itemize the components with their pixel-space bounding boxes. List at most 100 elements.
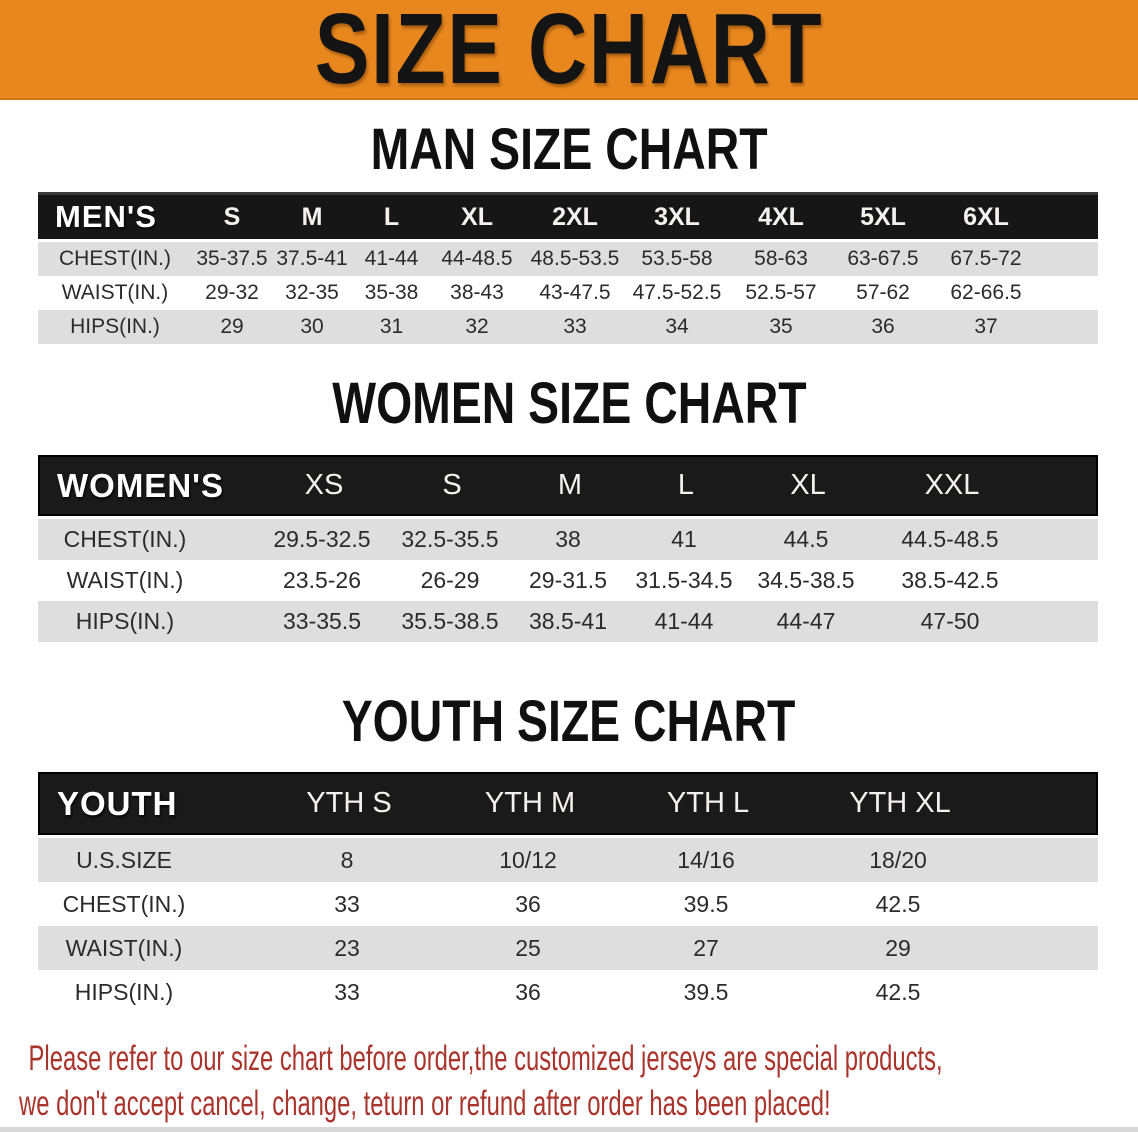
size-column-header: L bbox=[383, 202, 400, 231]
size-value: 31 bbox=[379, 315, 404, 338]
table-row: HIPS(IN.) 29 30 31 32 33 34 35 36 37 bbox=[38, 310, 1098, 344]
size-value: 8 bbox=[340, 846, 354, 873]
size-value: 31.5-34.5 bbox=[635, 567, 733, 593]
size-value: 44.5-48.5 bbox=[901, 526, 999, 552]
bottom-edge-line bbox=[0, 1127, 1138, 1132]
size-value: 67.5-72 bbox=[950, 247, 1022, 270]
size-value: 14/16 bbox=[677, 846, 735, 873]
size-value: 53.5-58 bbox=[641, 247, 713, 270]
size-value: 32-35 bbox=[285, 281, 339, 304]
size-column-header: 4XL bbox=[758, 202, 804, 231]
size-value: 43-47.5 bbox=[539, 281, 611, 304]
row-label: HIPS(IN.) bbox=[75, 608, 175, 634]
men-section-heading: MAN SIZE CHART bbox=[0, 117, 1138, 182]
size-value: 25 bbox=[515, 934, 541, 961]
size-column-header: XS bbox=[304, 469, 344, 501]
row-label: WAIST(IN.) bbox=[61, 281, 169, 304]
table-row: CHEST(IN.) 35-37.5 37.5-41 41-44 44-48.5 48.5… bbox=[38, 242, 1098, 276]
size-value: 38-43 bbox=[450, 281, 504, 304]
size-value: 41-44 bbox=[364, 247, 419, 270]
table-row: WAIST(IN.) 23.5-26 26-29 29-31.5 31.5-34.5 34… bbox=[38, 560, 1098, 601]
size-value: 58-63 bbox=[754, 247, 808, 270]
table-row: HIPS(IN.) 33-35.5 35.5-38.5 38.5-41 41-44 44-… bbox=[38, 601, 1098, 642]
size-value: 23 bbox=[334, 934, 360, 961]
size-value: 36 bbox=[515, 978, 541, 1005]
row-label: U.S.SIZE bbox=[76, 846, 172, 873]
size-value: 35-37.5 bbox=[196, 247, 268, 270]
table-row: WAIST(IN.) 29-32 32-35 35-38 38-43 43-47.5 47.… bbox=[38, 276, 1098, 310]
size-value: 39.5 bbox=[683, 890, 729, 917]
size-column-header: 5XL bbox=[860, 202, 906, 231]
notice-line-1: Please refer to our size chart before or… bbox=[28, 1039, 943, 1078]
row-label: CHEST(IN.) bbox=[62, 890, 186, 917]
row-label: WAIST(IN.) bbox=[65, 934, 183, 961]
size-column-header: YTH L bbox=[666, 787, 750, 819]
size-column-header: S bbox=[223, 202, 241, 231]
size-value: 38.5-42.5 bbox=[901, 567, 999, 593]
size-value: 63-67.5 bbox=[847, 247, 919, 270]
size-value: 27 bbox=[693, 934, 719, 961]
size-value: 38.5-41 bbox=[528, 608, 607, 634]
size-value: 38 bbox=[555, 526, 581, 552]
size-value: 29-32 bbox=[205, 281, 259, 304]
size-column-header: M bbox=[301, 202, 323, 231]
men-table-header: MEN'S S M L XL 2XL 3XL 4XL 5XL 6XL bbox=[38, 192, 1098, 239]
size-column-header: 3XL bbox=[654, 202, 700, 231]
size-value: 47-50 bbox=[920, 608, 980, 634]
size-column-header: M bbox=[557, 469, 583, 501]
women-table-header: WOMEN'S XS S M L XL XXL bbox=[38, 455, 1098, 516]
table-row: WAIST(IN.) 23 25 27 29 bbox=[38, 926, 1098, 970]
size-value: 62-66.5 bbox=[950, 281, 1022, 304]
size-value: 33-35.5 bbox=[282, 608, 361, 634]
size-value: 37.5-41 bbox=[276, 247, 348, 270]
row-label: CHEST(IN.) bbox=[63, 526, 187, 552]
size-column-header: XXL bbox=[924, 469, 980, 501]
size-value: 41 bbox=[671, 526, 697, 552]
size-value: 36 bbox=[515, 890, 541, 917]
size-value: 18/20 bbox=[869, 846, 927, 873]
table-row: CHEST(IN.) 29.5-32.5 32.5-35.5 38 41 44.5 44.5… bbox=[38, 519, 1098, 560]
banner: SIZE CHART bbox=[0, 0, 1138, 100]
size-value: 33 bbox=[334, 890, 360, 917]
size-column-header: XL bbox=[790, 469, 826, 501]
women-heading-text: WOMEN SIZE CHART bbox=[331, 371, 807, 436]
footer-notice: Please refer to our size chart before or… bbox=[0, 1036, 1138, 1126]
men-heading-text: MAN SIZE CHART bbox=[370, 117, 768, 182]
youth-size-table: YOUTH YTH S YTH M YTH L YTH XL U.S.SIZE 8 10/… bbox=[38, 772, 1098, 1014]
youth-table-body: U.S.SIZE 8 10/12 14/16 18/20 CHEST(IN.) 33 36 39… bbox=[38, 838, 1098, 1014]
size-value: 44-48.5 bbox=[441, 247, 513, 270]
women-section-heading: WOMEN SIZE CHART bbox=[0, 371, 1138, 436]
size-value: 34 bbox=[665, 315, 689, 338]
youth-section-heading: YOUTH SIZE CHART bbox=[0, 689, 1138, 754]
row-label: CHEST(IN.) bbox=[59, 247, 171, 270]
size-value: 29 bbox=[220, 315, 244, 338]
size-value: 42.5 bbox=[875, 978, 921, 1005]
size-value: 10/12 bbox=[499, 846, 557, 873]
women-size-table: WOMEN'S XS S M L XL XXL CHEST(IN.) 29.5-32.5 32… bbox=[38, 455, 1098, 642]
notice-line-2: we don't accept cancel, change, teturn o… bbox=[19, 1084, 831, 1123]
youth-table-group-label: YOUTH bbox=[57, 784, 178, 822]
table-row: HIPS(IN.) 33 36 39.5 42.5 bbox=[38, 970, 1098, 1014]
size-value: 44.5 bbox=[783, 526, 829, 552]
size-value: 29 bbox=[885, 934, 911, 961]
size-value: 57-62 bbox=[856, 281, 910, 304]
size-column-header: S bbox=[442, 469, 462, 501]
size-value: 32 bbox=[465, 315, 489, 338]
size-column-header: YTH XL bbox=[849, 787, 951, 819]
size-value: 39.5 bbox=[683, 978, 729, 1005]
size-value: 29-31.5 bbox=[528, 567, 607, 593]
row-label: HIPS(IN.) bbox=[70, 315, 160, 338]
men-table-group-label: MEN'S bbox=[55, 199, 157, 234]
women-table-body: CHEST(IN.) 29.5-32.5 32.5-35.5 38 41 44.5 44.5… bbox=[38, 519, 1098, 642]
women-table-group-label: WOMEN'S bbox=[57, 466, 225, 504]
row-label: HIPS(IN.) bbox=[74, 978, 174, 1005]
size-value: 35 bbox=[769, 315, 793, 338]
row-label: WAIST(IN.) bbox=[66, 567, 184, 593]
youth-heading-text: YOUTH SIZE CHART bbox=[342, 689, 796, 754]
banner-title: SIZE CHART bbox=[314, 0, 824, 105]
table-row: CHEST(IN.) 33 36 39.5 42.5 bbox=[38, 882, 1098, 926]
size-column-header: YTH S bbox=[306, 787, 392, 819]
size-value: 42.5 bbox=[875, 890, 921, 917]
size-value: 26-29 bbox=[420, 567, 480, 593]
